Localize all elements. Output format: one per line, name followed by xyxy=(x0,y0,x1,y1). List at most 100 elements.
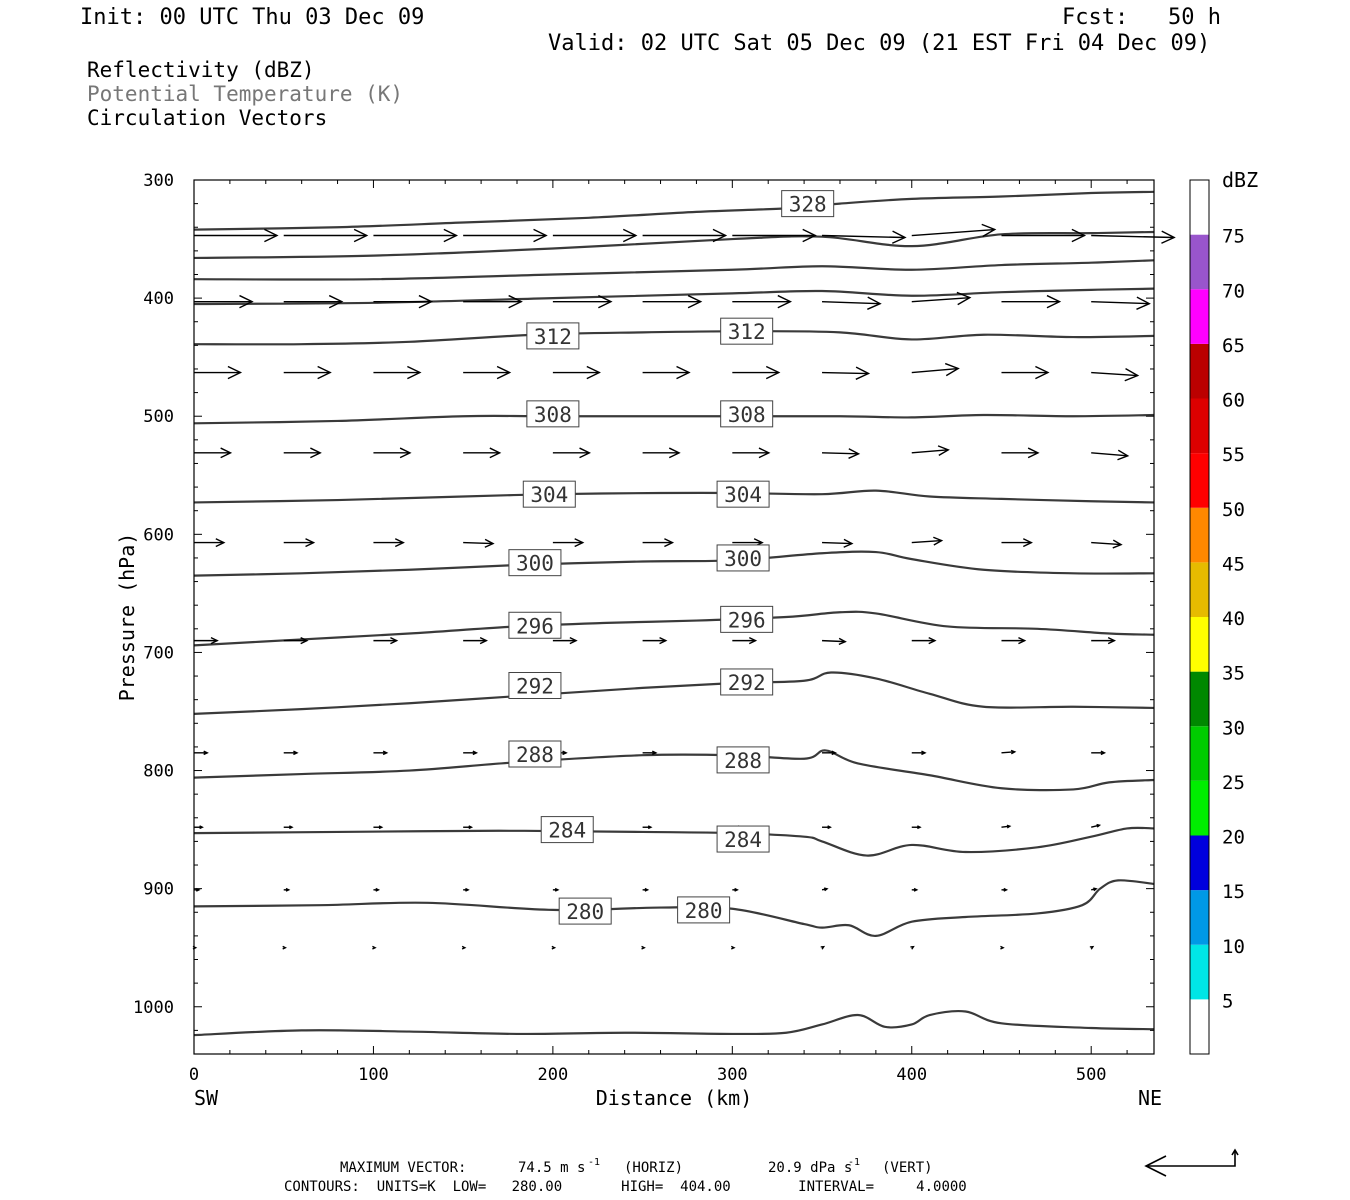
circulation-vector xyxy=(463,538,495,548)
circulation-vector xyxy=(911,887,919,892)
circulation-vector xyxy=(194,365,243,380)
circulation-vector xyxy=(821,887,829,892)
circulation-vector xyxy=(283,825,294,830)
tick-layer: 300 400 500 600 700 800 900 1000 0 100 200 300 400 50… xyxy=(133,171,1154,1085)
colorbar-swatch xyxy=(1190,180,1209,235)
circulation-vector xyxy=(463,447,502,459)
field-theta: Potential Temperature (K) xyxy=(87,82,404,106)
circulation-vector xyxy=(730,945,736,950)
circulation-vector xyxy=(283,294,344,309)
circulation-vector xyxy=(283,636,309,645)
contour-layer xyxy=(194,190,1154,1037)
contour-info: CONTOURS: UNITS=K LOW= 280.00 HIGH= 404.… xyxy=(284,1179,967,1195)
theta-contour xyxy=(194,230,1154,260)
circulation-vector xyxy=(1091,823,1102,828)
contour-label: 304 xyxy=(716,480,770,508)
colorbar-tick-label: 70 xyxy=(1222,280,1245,302)
theta-contour xyxy=(194,826,1154,857)
circulation-vector xyxy=(194,447,233,459)
x-end-left: SW xyxy=(194,1086,219,1110)
x-tick-label: 100 xyxy=(358,1065,389,1085)
contour-label: 292 xyxy=(720,668,774,696)
colorbar-swatch xyxy=(1190,780,1209,836)
theta-contour xyxy=(194,671,1154,715)
contour-label: 288 xyxy=(716,746,770,774)
circulation-vector xyxy=(911,536,944,546)
theta-contour xyxy=(194,287,1154,306)
x-axis-label: Distance (km) xyxy=(596,1086,753,1110)
circulation-vector xyxy=(822,538,854,548)
circulation-vector xyxy=(194,750,209,756)
field-reflectivity: Reflectivity (dBZ) xyxy=(87,58,315,82)
colorbar-swatch xyxy=(1190,343,1209,399)
circulation-vector xyxy=(1001,228,1087,243)
circulation-vector xyxy=(641,945,646,950)
circulation-vector xyxy=(194,228,279,243)
colorbar-tick-label: 10 xyxy=(1222,936,1245,958)
circulation-vector xyxy=(732,365,781,380)
svg-text:284: 284 xyxy=(548,819,586,843)
colorbar-swatch xyxy=(1190,507,1209,563)
circulation-vector xyxy=(463,825,474,830)
svg-text:328: 328 xyxy=(789,193,827,217)
circulation-vector xyxy=(732,447,771,459)
circulation-vector xyxy=(463,228,548,243)
circulation-vector xyxy=(732,228,817,243)
colorbar-swatch xyxy=(1190,617,1209,672)
contour-label: 280 xyxy=(677,896,731,924)
colorbar-swatch xyxy=(1190,944,1209,1000)
circulation-vector xyxy=(911,636,937,645)
theta-contour xyxy=(194,879,1154,937)
theta-contour xyxy=(194,749,1154,792)
contour-label: 288 xyxy=(508,740,562,768)
circulation-vector xyxy=(732,294,793,309)
svg-text:296: 296 xyxy=(516,614,554,638)
colorbar-swatch xyxy=(1190,453,1209,508)
horiz-tag: (HORIZ) xyxy=(624,1160,683,1176)
circulation-vector xyxy=(822,230,907,244)
circulation-vector xyxy=(1001,824,1012,829)
init-time: Init: 00 UTC Thu 03 Dec 09 xyxy=(80,5,425,30)
circulation-vector xyxy=(822,637,847,646)
theta-contour xyxy=(194,190,1154,231)
circulation-vector xyxy=(463,294,523,309)
circulation-vector xyxy=(551,945,557,950)
circulation-vector xyxy=(463,365,512,380)
circulation-vector xyxy=(283,887,291,892)
circulation-vector xyxy=(911,223,997,238)
colorbar-tick-label: 65 xyxy=(1222,335,1245,357)
colorbar-tick-label: 15 xyxy=(1222,881,1245,903)
circulation-vector xyxy=(732,887,739,892)
svg-text:288: 288 xyxy=(724,749,762,773)
theta-contour xyxy=(194,330,1154,346)
circulation-vector xyxy=(552,538,585,548)
circulation-vector xyxy=(642,294,703,309)
circulation-vector xyxy=(911,445,950,456)
x-tick-label: 0 xyxy=(189,1065,199,1085)
circulation-vector xyxy=(911,750,927,756)
circulation-vector xyxy=(283,538,316,548)
contour-label: 280 xyxy=(558,897,612,925)
circulation-vector xyxy=(1091,636,1117,645)
circulation-vector xyxy=(463,750,479,756)
circulation-vector xyxy=(822,825,832,830)
colorbar-unit: dBZ xyxy=(1222,168,1258,192)
circulation-vector xyxy=(552,294,613,309)
theta-contour xyxy=(194,489,1154,504)
circulation-vector xyxy=(642,887,650,892)
circulation-vector xyxy=(372,945,377,950)
y-tick-label: 700 xyxy=(143,643,174,663)
circulation-vector xyxy=(552,365,601,380)
theta-contour xyxy=(194,1010,1154,1037)
circulation-vector xyxy=(911,291,972,306)
reference-vector-icon xyxy=(1144,1148,1239,1177)
circulation-vector xyxy=(552,228,638,243)
contour-label-layer: 328 312 312 308 308 304 304 300 300 296 296 292 292 2… xyxy=(508,190,835,925)
contour-label: 300 xyxy=(508,549,562,577)
contour-label: 292 xyxy=(508,672,562,700)
circulation-vector xyxy=(1001,447,1040,459)
circulation-vector xyxy=(463,636,489,645)
circulation-vector xyxy=(1001,887,1009,892)
colorbar-swatch xyxy=(1190,398,1209,454)
circulation-vector xyxy=(283,228,369,243)
